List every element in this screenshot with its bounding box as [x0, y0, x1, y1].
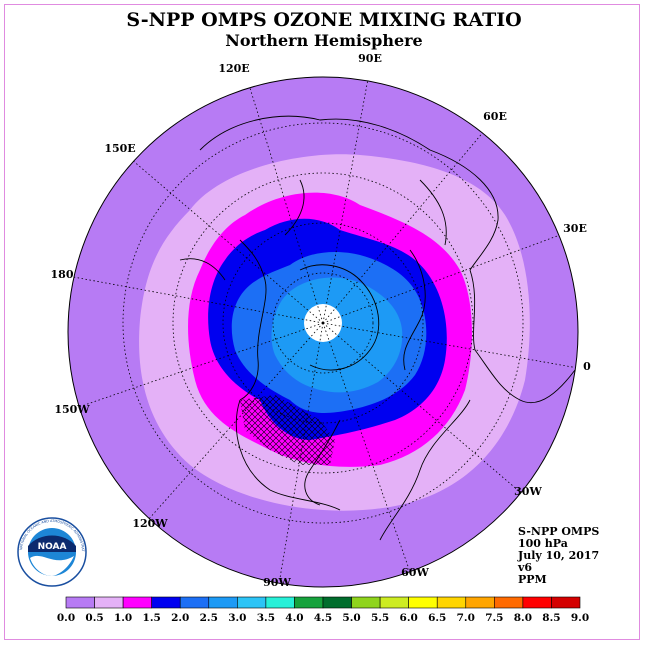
colorbar-swatch — [294, 596, 324, 609]
lon-label: 150W — [54, 403, 90, 416]
colorbar-swatch — [208, 596, 238, 609]
colorbar-tick-label: 2.0 — [171, 612, 189, 624]
lon-label: 180 — [51, 268, 74, 281]
colorbar-tick-label: 6.5 — [428, 612, 446, 624]
colorbar-tick-label: 4.0 — [285, 612, 303, 624]
colorbar-swatch — [351, 596, 381, 609]
colorbar-swatch — [408, 596, 438, 609]
colorbar-ticks: 0.0 0.5 1.0 1.5 2.0 2.5 3.0 3.5 4.0 4.5 5.0 5.5 6.0 6… — [57, 612, 589, 624]
colorbar-tick-label: 3.0 — [228, 612, 246, 624]
info-version: v6 — [517, 561, 532, 574]
colorbar-tick-label: 8.5 — [542, 612, 560, 624]
info-level: 100 hPa — [518, 537, 568, 550]
noaa-logo-label: NOAA — [38, 542, 67, 552]
polar-map — [68, 77, 578, 587]
lon-label: 30E — [563, 222, 587, 235]
info-instrument: S-NPP OMPS — [518, 525, 599, 538]
longitude-labels: 90E 60E 30E 0 30W 60W 90W 120W 150W 180 … — [51, 52, 592, 589]
colorbar-swatch — [322, 596, 352, 609]
colorbar-swatch — [65, 596, 95, 609]
colorbar-tick-label: 2.5 — [200, 612, 218, 624]
info-units: PPM — [518, 573, 547, 586]
colorbar-swatch — [551, 596, 581, 609]
colorbar-swatch — [151, 596, 181, 609]
colorbar-tick-label: 6.0 — [400, 612, 418, 624]
lon-label: 60E — [483, 110, 507, 123]
latitude-circles — [122, 122, 524, 524]
colorbar-tick-label: 0.5 — [85, 612, 103, 624]
frame-border — [4, 4, 640, 640]
colorbar-tick-label: 9.0 — [571, 612, 589, 624]
colorbar-tick-label: 5.5 — [371, 612, 389, 624]
colorbar-tick-label: 3.5 — [257, 612, 275, 624]
meridians — [68, 77, 578, 579]
colorbar-swatch — [265, 596, 295, 609]
lon-label: 60W — [401, 566, 429, 579]
colorbar-tick-label: 4.5 — [314, 612, 332, 624]
colorbar-tick-label: 1.0 — [114, 612, 132, 624]
colorbar-tick-label: 1.5 — [143, 612, 161, 624]
colorbar-swatch — [379, 596, 409, 609]
colorbar-tick-label: 7.5 — [485, 612, 503, 624]
colorbar-tick-label: 8.0 — [514, 612, 532, 624]
colorbar-swatch — [179, 596, 210, 609]
lon-label: 120E — [218, 62, 249, 75]
disk-outline — [67, 76, 579, 588]
info-date: July 10, 2017 — [517, 549, 599, 562]
colorbar-swatch — [122, 596, 152, 609]
lon-label: 120W — [132, 517, 168, 530]
map-subtitle: Northern Hemisphere — [225, 31, 422, 50]
colorbar-tick-label: 5.0 — [342, 612, 360, 624]
lon-label: 90E — [358, 52, 382, 65]
colorbar-swatch — [94, 596, 124, 609]
colorbar-tick-label: 7.0 — [457, 612, 475, 624]
hatched-region — [240, 395, 335, 465]
lon-label: 90W — [263, 576, 291, 589]
lon-label: 0 — [583, 360, 591, 373]
colorbar-tick-label: 0.0 — [57, 612, 75, 624]
lon-label: 150E — [104, 142, 135, 155]
colorbar-swatch — [436, 596, 467, 609]
lon-label: 30W — [514, 485, 542, 498]
colorbar-swatch — [494, 596, 524, 609]
colorbar-swatch — [465, 596, 495, 609]
map-title: S-NPP OMPS OZONE MIXING RATIO — [126, 9, 521, 31]
colorbar — [65, 596, 581, 609]
colorbar-swatch — [522, 596, 552, 609]
colorbar-swatch — [237, 596, 267, 609]
info-block: S-NPP OMPS 100 hPa July 10, 2017 v6 PPM — [517, 525, 599, 586]
